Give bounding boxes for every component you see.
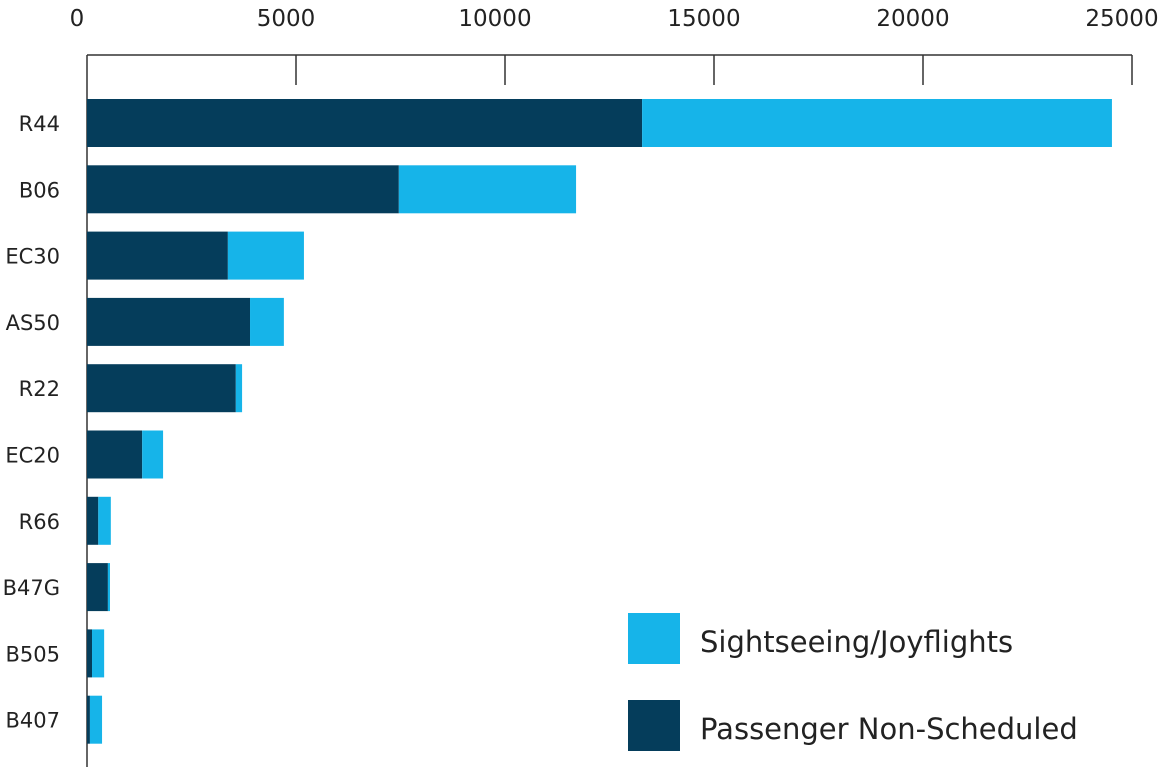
bar-ec20-sightseeing xyxy=(142,430,164,479)
bar-r22-passenger xyxy=(87,364,236,413)
bar-b06-sightseeing xyxy=(398,165,577,214)
category-label: B47G xyxy=(3,576,60,600)
x-axis: 0 5000 10000 15000 20000 25000 xyxy=(70,6,1159,767)
category-label: EC20 xyxy=(5,444,60,468)
bar-ec20-passenger xyxy=(87,430,143,479)
x-tick-label: 10000 xyxy=(458,6,531,32)
x-tick-label: 15000 xyxy=(667,6,740,32)
x-tick-label: 25000 xyxy=(1085,6,1158,32)
bar-b47g-passenger xyxy=(87,563,108,612)
bar-as50-passenger xyxy=(87,297,251,346)
bar-b505-sightseeing xyxy=(92,629,105,678)
category-label: R44 xyxy=(19,112,60,136)
bar-b47g-sightseeing xyxy=(107,563,110,612)
bar-r22-sightseeing xyxy=(235,364,243,413)
bar-ec30-passenger xyxy=(87,231,228,280)
bar-b407-sightseeing xyxy=(89,695,103,744)
legend: Sightseeing/Joyflights Passenger Non-Sch… xyxy=(628,613,1078,751)
category-label: AS50 xyxy=(6,311,60,335)
category-label: R66 xyxy=(19,510,60,534)
x-tick-label: 5000 xyxy=(257,6,316,32)
bar-r66-sightseeing xyxy=(98,496,111,545)
category-label: R22 xyxy=(19,377,60,401)
category-label: B505 xyxy=(6,642,61,666)
category-label: EC30 xyxy=(5,245,60,269)
bar-as50-sightseeing xyxy=(250,297,284,346)
category-label: B407 xyxy=(6,709,61,733)
legend-label-sightseeing: Sightseeing/Joyflights xyxy=(700,625,1013,659)
bars xyxy=(87,99,1112,744)
legend-swatch-sightseeing xyxy=(628,613,680,664)
category-label: B06 xyxy=(19,178,60,202)
bar-b505-passenger xyxy=(87,629,93,678)
x-tick-label: 0 xyxy=(70,6,85,32)
x-tick-label: 20000 xyxy=(876,6,949,32)
bar-ec30-sightseeing xyxy=(227,231,304,280)
bar-b407-passenger xyxy=(87,695,90,744)
bar-b06-passenger xyxy=(87,165,399,214)
bar-r44-sightseeing xyxy=(642,99,1112,147)
bar-r44-passenger xyxy=(87,99,643,147)
bar-r66-passenger xyxy=(87,496,99,545)
category-labels: R44 B06 EC30 AS50 R22 EC20 R66 B47G B505 B407 xyxy=(3,112,60,733)
legend-swatch-passenger xyxy=(628,700,680,751)
legend-label-passenger: Passenger Non-Scheduled xyxy=(700,712,1078,746)
